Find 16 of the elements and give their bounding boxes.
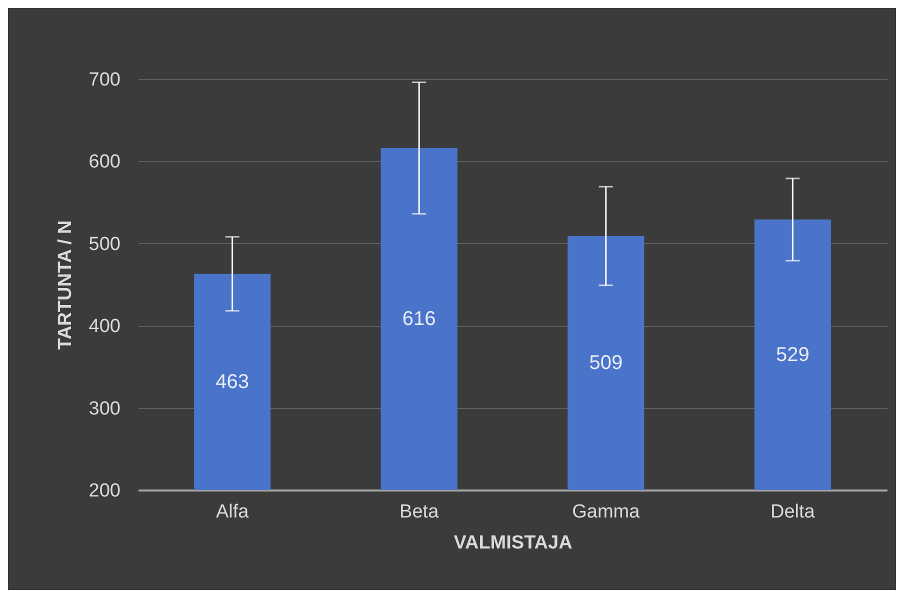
y-tick-label: 400 <box>88 316 120 338</box>
data-label: 616 <box>402 308 436 330</box>
data-label: 463 <box>216 370 250 393</box>
x-axis-title: VALMISTAJA <box>454 532 573 554</box>
y-tick-label: 200 <box>88 480 120 502</box>
y-tick-label: 700 <box>88 70 120 90</box>
data-label: 509 <box>589 352 623 374</box>
x-tick-label: Beta <box>400 502 440 522</box>
x-tick-label: Delta <box>770 502 816 522</box>
y-axis-title: TARTUNTA / N <box>54 220 76 350</box>
x-tick-label: Alfa <box>216 502 250 522</box>
x-tick-label: Gamma <box>572 502 640 522</box>
y-tick-label: 500 <box>88 234 120 255</box>
data-label: 529 <box>776 344 810 366</box>
y-tick-label: 600 <box>88 152 120 173</box>
y-tick-label: 300 <box>88 398 120 420</box>
